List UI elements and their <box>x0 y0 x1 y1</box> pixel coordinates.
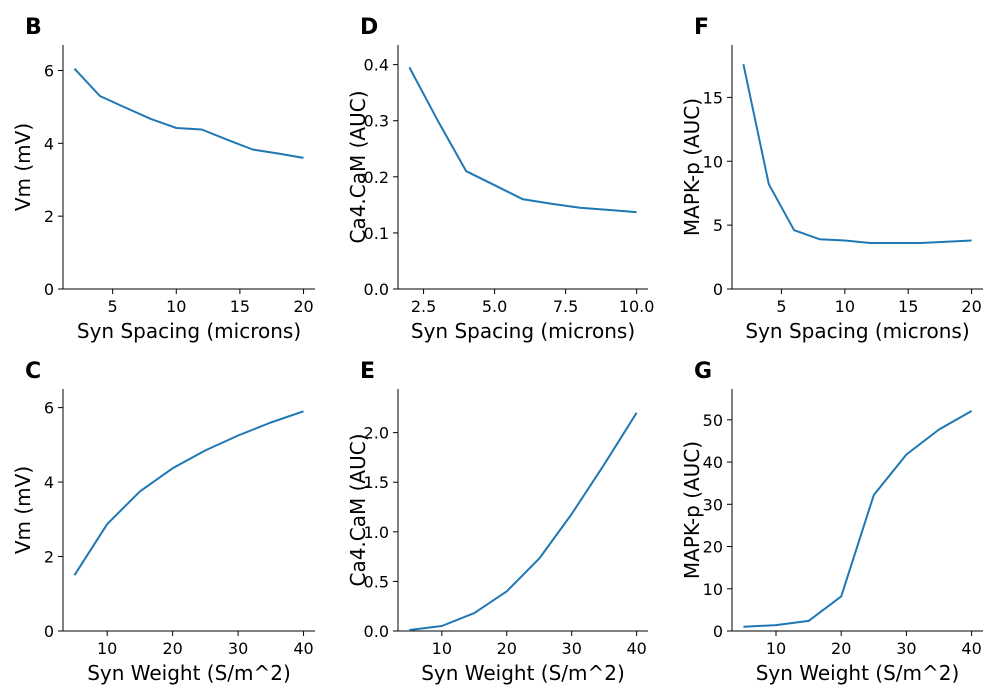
x-axis-label-d: Syn Spacing (microns) <box>411 319 635 343</box>
y-tick-label-f: 10 <box>703 152 723 171</box>
y-tick-label-e: 1.5 <box>364 473 389 492</box>
series-line-c <box>73 410 304 576</box>
x-axis-label-e: Syn Weight (S/m^2) <box>421 661 625 685</box>
x-tick-label-g: 20 <box>831 639 851 658</box>
panel-letter-d: D <box>360 15 378 40</box>
x-axis-label-c: Syn Weight (S/m^2) <box>87 661 291 685</box>
x-tick-label-b: 20 <box>293 297 313 316</box>
y-tick-label-d: 0.0 <box>364 280 389 299</box>
y-axis-label-d: Ca4.CaM (AUC) <box>346 90 370 243</box>
series-line-f <box>742 63 972 244</box>
y-tick-label-d: 0.4 <box>364 56 389 75</box>
x-tick-label-f: 20 <box>961 297 981 316</box>
series-line-e <box>409 412 638 631</box>
x-axis-label-b: Syn Spacing (microns) <box>77 319 301 343</box>
y-tick-label-e: 0.5 <box>364 572 389 591</box>
x-tick-label-c: 10 <box>97 639 117 658</box>
x-tick-label-g: 30 <box>896 639 916 658</box>
y-tick-label-g: 50 <box>703 411 723 430</box>
x-tick-label-d: 2.5 <box>411 297 436 316</box>
x-axis-label-g: Syn Weight (S/m^2) <box>756 661 960 685</box>
y-tick-label-f: 15 <box>703 88 723 107</box>
y-tick-label-g: 20 <box>703 538 723 557</box>
series-line-b <box>73 68 304 159</box>
y-axis-label-g: MAPK-p (AUC) <box>680 441 704 579</box>
y-tick-label-c: 6 <box>44 399 54 418</box>
y-tick-label-g: 10 <box>703 580 723 599</box>
y-tick-label-b: 4 <box>44 134 54 153</box>
x-axis-label-f: Syn Spacing (microns) <box>745 319 969 343</box>
y-tick-label-e: 2.0 <box>364 424 389 443</box>
series-line-d <box>408 66 637 214</box>
y-tick-label-b: 0 <box>44 280 54 299</box>
y-tick-label-f: 5 <box>713 216 723 235</box>
y-axis-label-f: MAPK-p (AUC) <box>680 98 704 236</box>
x-tick-label-c: 30 <box>228 639 248 658</box>
x-tick-label-d: 10.0 <box>619 297 655 316</box>
y-tick-label-c: 4 <box>44 473 54 492</box>
panel-e: E 10 20 30 40 0.0 0.5 1.0 1.5 2.0 Syn Weight (S/m^… <box>346 359 648 685</box>
y-tick-label-c: 0 <box>44 622 54 641</box>
x-tick-label-b: 5 <box>108 297 118 316</box>
x-tick-label-c: 40 <box>293 639 313 658</box>
panel-letter-f: F <box>694 15 709 40</box>
panel-c: C 10 20 30 40 0 2 4 6 Syn Weight (S/m^2) Vm (mV) <box>11 359 315 685</box>
y-tick-label-g: 30 <box>703 495 723 514</box>
series-line-g <box>743 410 973 628</box>
y-tick-label-g: 40 <box>703 453 723 472</box>
x-tick-label-d: 7.5 <box>553 297 578 316</box>
x-tick-label-c: 20 <box>162 639 182 658</box>
y-tick-label-e: 0.0 <box>364 622 389 641</box>
x-tick-label-e: 30 <box>562 639 582 658</box>
x-tick-label-g: 40 <box>961 639 981 658</box>
y-tick-label-e: 1.0 <box>364 523 389 542</box>
y-tick-label-b: 2 <box>44 207 54 226</box>
y-tick-label-d: 0.3 <box>364 112 389 131</box>
x-tick-label-b: 10 <box>166 297 186 316</box>
y-tick-label-b: 6 <box>44 61 54 80</box>
panel-letter-c: C <box>25 359 41 384</box>
x-tick-label-e: 40 <box>626 639 646 658</box>
panel-letter-e: E <box>360 359 375 384</box>
y-axis-label-c: Vm (mV) <box>11 466 35 554</box>
panel-letter-g: G <box>694 359 712 384</box>
x-tick-label-b: 15 <box>230 297 250 316</box>
y-tick-label-g: 0 <box>713 622 723 641</box>
x-tick-label-f: 10 <box>835 297 855 316</box>
x-tick-label-e: 20 <box>497 639 517 658</box>
x-tick-label-d: 5.0 <box>482 297 507 316</box>
panel-g: G 10 20 30 40 0 10 20 30 40 50 Syn Weight (S/m^2) MA… <box>680 359 983 685</box>
x-tick-label-e: 10 <box>432 639 452 658</box>
y-axis-label-b: Vm (mV) <box>11 123 35 211</box>
y-tick-label-f: 0 <box>713 280 723 299</box>
x-tick-label-f: 15 <box>898 297 918 316</box>
x-tick-label-g: 10 <box>766 639 786 658</box>
y-tick-label-d: 0.2 <box>364 168 389 187</box>
y-axis-label-e: Ca4.CaM (AUC) <box>346 433 370 586</box>
x-tick-label-f: 5 <box>776 297 786 316</box>
panel-f: F 5 10 15 20 0 5 10 15 Syn Spacing (microns) MAPK-… <box>680 15 983 343</box>
y-tick-label-c: 2 <box>44 548 54 567</box>
panel-letter-b: B <box>25 15 42 40</box>
panel-b: B 5 10 15 20 0 2 4 6 Syn Spacing (microns) Vm (mV) <box>11 15 315 343</box>
panel-d: D 2.5 5.0 7.5 10.0 0.0 0.1 0.2 0.3 0.4 Syn Spacing… <box>346 15 654 343</box>
y-tick-label-d: 0.1 <box>364 224 389 243</box>
